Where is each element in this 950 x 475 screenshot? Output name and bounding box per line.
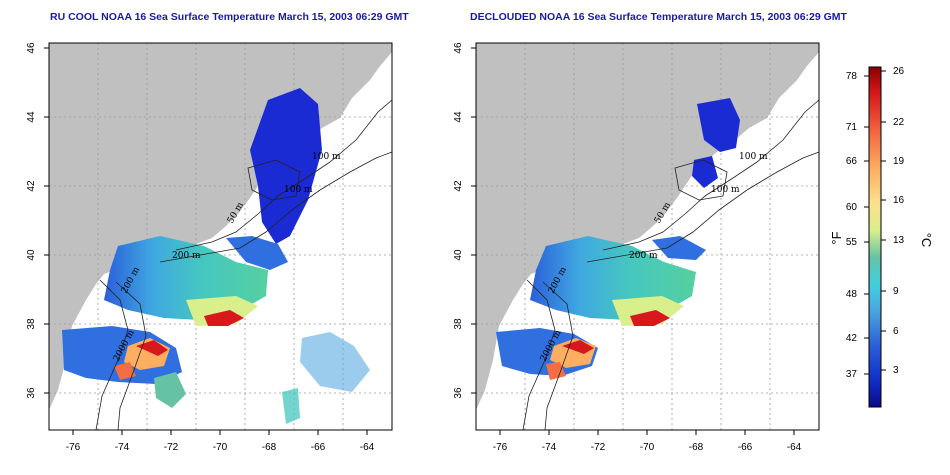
- fahrenheit-unit-label: °F: [829, 231, 844, 244]
- colorbar-f-tick-label: 48: [846, 289, 858, 300]
- x-tick-label: -64: [787, 442, 802, 453]
- x-tick-label: -72: [164, 442, 179, 453]
- y-tick-label: 44: [26, 111, 37, 123]
- bathymetry-contours: [95, 99, 393, 431]
- y-tick-label: 36: [453, 387, 464, 399]
- y-axis: [471, 47, 476, 394]
- y-tick-label: 44: [453, 111, 464, 123]
- fahrenheit-ticks: [864, 75, 869, 375]
- x-tick-label: -76: [66, 442, 81, 453]
- colorbar-c-tick-label: 9: [893, 286, 899, 297]
- celsius-unit-label: °C: [919, 233, 934, 248]
- colorbar-c-tick-label: 3: [893, 365, 899, 376]
- colorbar-c-tick-label: 26: [893, 66, 905, 77]
- contour-label: 100 m: [711, 185, 740, 195]
- x-tick-label: -66: [738, 442, 753, 453]
- colorbar-c-tick-label: 13: [893, 235, 905, 246]
- y-tick-label: 38: [453, 318, 464, 330]
- colorbar-f-tick-label: 78: [846, 71, 858, 82]
- x-axis: [499, 430, 795, 435]
- colorbar-f-tick-label: 60: [846, 202, 858, 213]
- x-tick-label: -76: [493, 442, 508, 453]
- colorbar-c-tick-label: 6: [893, 326, 899, 337]
- colorbar-f-tick-label: 66: [846, 156, 858, 167]
- colorbar-f-tick-label: 42: [846, 333, 858, 344]
- y-tick-label: 36: [26, 387, 37, 399]
- sst-data: [496, 98, 740, 380]
- y-tick-label: 38: [26, 318, 37, 330]
- panel-2: 100 m 100 m 50 m 200 m 2000 m 200 m -76 …: [453, 42, 820, 453]
- celsius-ticks: [881, 70, 886, 371]
- contour-label: 100 m: [284, 185, 313, 195]
- colorbar-f-tick-label: 37: [846, 369, 858, 380]
- x-tick-label: -66: [311, 442, 326, 453]
- contour-label: 100 m: [739, 152, 768, 162]
- y-tick-labels: 36 38 40 42 44 46: [26, 42, 37, 399]
- y-tick-label: 46: [453, 42, 464, 54]
- contour-label: 200 m: [629, 251, 658, 261]
- colorbar-c-tick-label: 22: [893, 117, 905, 128]
- fahrenheit-tick-labels: 78 71 66 60 55 48 42 37: [846, 71, 858, 380]
- panel-1-title: RU COOL NOAA 16 Sea Surface Temperature …: [50, 11, 409, 23]
- colorbar-f-tick-label: 71: [846, 122, 858, 133]
- x-tick-label: -68: [689, 442, 704, 453]
- panel-1: 100 m 100 m 50 m 200 m 2000 m 200 m -76 …: [26, 42, 393, 453]
- celsius-tick-labels: 26 22 19 16 13 9 6 3: [893, 66, 905, 376]
- colorbar: 78 71 66 60 55 48 42 37 26 22 19 16 13 9…: [829, 66, 934, 408]
- x-axis: [72, 430, 368, 435]
- x-tick-label: -72: [591, 442, 606, 453]
- x-tick-labels: -76 -74 -72 -70 -68 -66 -64: [66, 442, 375, 453]
- colorbar-c-tick-label: 16: [893, 195, 905, 206]
- x-tick-label: -70: [640, 442, 655, 453]
- y-tick-labels: 36 38 40 42 44 46: [453, 42, 464, 399]
- bathymetry-contours: [522, 99, 820, 431]
- x-tick-label: -74: [542, 442, 557, 453]
- x-tick-label: -74: [115, 442, 130, 453]
- colorbar-c-tick-label: 19: [893, 156, 905, 167]
- colorbar-f-tick-label: 55: [846, 237, 858, 248]
- x-tick-label: -64: [360, 442, 375, 453]
- y-tick-label: 40: [453, 249, 464, 261]
- y-axis: [44, 47, 49, 394]
- y-tick-label: 46: [26, 42, 37, 54]
- y-tick-label: 40: [26, 249, 37, 261]
- y-tick-label: 42: [453, 180, 464, 192]
- panel-2-title: DECLOUDED NOAA 16 Sea Surface Temperatur…: [470, 11, 847, 23]
- x-tick-label: -68: [262, 442, 277, 453]
- y-tick-label: 42: [26, 180, 37, 192]
- sst-data: [62, 88, 370, 424]
- x-tick-label: -70: [213, 442, 228, 453]
- contour-label: 100 m: [312, 152, 341, 162]
- x-tick-labels: -76 -74 -72 -70 -68 -66 -64: [493, 442, 802, 453]
- contour-label: 200 m: [172, 251, 201, 261]
- colorbar-gradient: [868, 66, 882, 408]
